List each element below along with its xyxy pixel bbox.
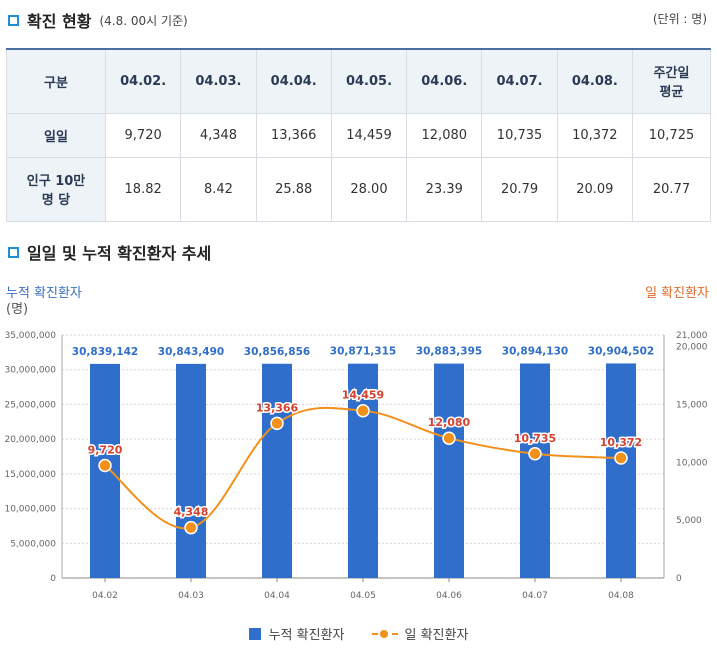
right-tick-label: 20,000 (676, 343, 708, 353)
left-axis-title: 누적 확진환자 (명) (6, 286, 82, 318)
line-data-label: 10,372 (600, 436, 642, 449)
table-header-cell: 주간일 평균 (632, 48, 711, 114)
row-label: 인구 10만 명 당 (6, 156, 106, 222)
bar (606, 363, 636, 578)
bar (434, 363, 464, 578)
table-cell: 14,459 (330, 112, 408, 158)
left-tick-label: 10,000,000 (4, 505, 56, 515)
x-tick-label: 04.04 (264, 591, 290, 601)
line-point (614, 451, 628, 465)
x-tick-label: 04.07 (522, 591, 548, 601)
line-point (184, 520, 198, 535)
line-data-label: 10,735 (514, 432, 556, 445)
left-tick-label: 20,000,000 (4, 435, 56, 445)
left-tick-label: 15,000,000 (4, 470, 56, 480)
line-data-label: 13,366 (256, 401, 299, 414)
line-point (356, 403, 370, 418)
bar (176, 363, 206, 578)
line-point (98, 458, 112, 473)
stats-table: 구분 04.02. 04.03. 04.04. 04.05. 04.06. 04.07. 04… (6, 48, 711, 222)
x-tick-label: 04.08 (608, 591, 634, 601)
section-header-status: 확진 현황 (4.8. 00시 기준) (8, 8, 188, 32)
x-tick-label: 04.03 (178, 591, 204, 601)
table-cell: 20.79 (481, 156, 558, 222)
bar (520, 363, 550, 578)
table-cell: 10,735 (481, 112, 558, 158)
section-subtitle: (4.8. 00시 기준) (99, 13, 188, 28)
bar-data-label: 30,904,502 (588, 345, 654, 357)
left-tick-label: 35,000,000 (4, 331, 56, 341)
table-cell: 20.09 (556, 156, 634, 222)
table-cell: 23.39 (406, 156, 483, 222)
table-header-cell: 04.04. (255, 48, 332, 114)
left-tick-label: 0 (50, 574, 56, 584)
unit-label: (단위 : 명) (652, 12, 707, 26)
bar-data-label: 30,843,490 (158, 346, 224, 358)
table-cell: 12,080 (406, 112, 483, 158)
section-header-trend: 일일 및 누적 확진환자 추세 (8, 240, 211, 264)
legend-label: 일 확진환자 (404, 628, 469, 643)
line-data-label: 9,720 (88, 444, 123, 457)
table-cell: 4,348 (180, 112, 257, 158)
x-tick-label: 04.05 (350, 591, 376, 601)
table-cell: 8.42 (180, 156, 257, 222)
bar-data-label: 30,856,856 (244, 346, 310, 358)
table-cell: 20.77 (632, 156, 711, 222)
right-tick-label: 15,000 (676, 400, 708, 410)
line-data-label: 14,459 (342, 389, 384, 402)
table-header-cell: 04.06. (406, 48, 483, 114)
table-row: 일일 9,720 4,348 13,366 14,459 12,080 10,735 10,3… (6, 112, 711, 158)
bar (348, 363, 378, 578)
table-row: 인구 10만 명 당 18.82 8.42 25.88 28.00 23.39 20.79 2… (6, 156, 711, 222)
table-cell: 9,720 (104, 112, 182, 158)
left-tick-label: 30,000,000 (4, 366, 56, 376)
table-header-cell: 04.08. (556, 48, 634, 114)
right-tick-label: 5,000 (676, 516, 702, 526)
legend-label: 누적 확진환자 (268, 628, 345, 643)
table-cell: 13,366 (255, 112, 332, 158)
square-bullet-icon (8, 14, 19, 26)
left-tick-label: 25,000,000 (4, 400, 56, 410)
legend-line-swatch (372, 628, 399, 640)
bar-data-label: 30,883,395 (416, 346, 482, 358)
legend-bar-swatch (248, 627, 261, 640)
line-point (442, 431, 456, 445)
row-label: 일일 (6, 112, 106, 158)
bar (262, 363, 292, 578)
table-header-cell: 04.03. (180, 48, 257, 114)
legend-item-daily[interactable]: 일 확진환자 (372, 624, 468, 643)
table-cell: 18.82 (104, 156, 182, 222)
right-axis-title: 일 확진환자 (645, 286, 709, 302)
line-point (270, 416, 284, 431)
right-tick-label: 21,000 (676, 331, 708, 341)
table-cell: 25.88 (255, 156, 332, 222)
bar-data-label: 30,871,315 (330, 346, 396, 358)
square-bullet-icon (8, 246, 19, 258)
section-title: 일일 및 누적 확진환자 추세 (27, 244, 212, 263)
right-axis-title-text: 일 확진환자 (645, 286, 709, 301)
left-axis-title-text: 누적 확진환자 (6, 286, 82, 301)
section-title: 확진 현황 (27, 12, 92, 31)
line-data-label: 12,080 (428, 416, 471, 429)
table-header-cell: 04.05. (330, 48, 408, 114)
line-data-label: 4,348 (174, 506, 209, 519)
line-point (528, 447, 542, 461)
bar-data-label: 30,839,142 (72, 346, 138, 358)
chart-legend: 누적 확진환자 일 확진환자 (0, 624, 717, 643)
left-axis-unit: (명) (6, 302, 29, 317)
left-tick-label: 5,000,000 (10, 539, 56, 549)
table-header-cell: 04.07. (481, 48, 558, 114)
right-tick-label: 0 (676, 574, 682, 584)
table-cell: 28.00 (330, 156, 408, 222)
bar-data-label: 30,894,130 (502, 346, 568, 358)
table-header-row: 구분 04.02. 04.03. 04.04. 04.05. 04.06. 04.07. 04… (6, 48, 711, 114)
x-tick-label: 04.02 (92, 591, 118, 601)
x-tick-label: 04.06 (436, 591, 462, 601)
table-header-cell: 04.02. (104, 48, 182, 114)
legend-item-cumulative[interactable]: 누적 확진환자 (248, 624, 345, 643)
right-tick-label: 10,000 (676, 458, 708, 468)
